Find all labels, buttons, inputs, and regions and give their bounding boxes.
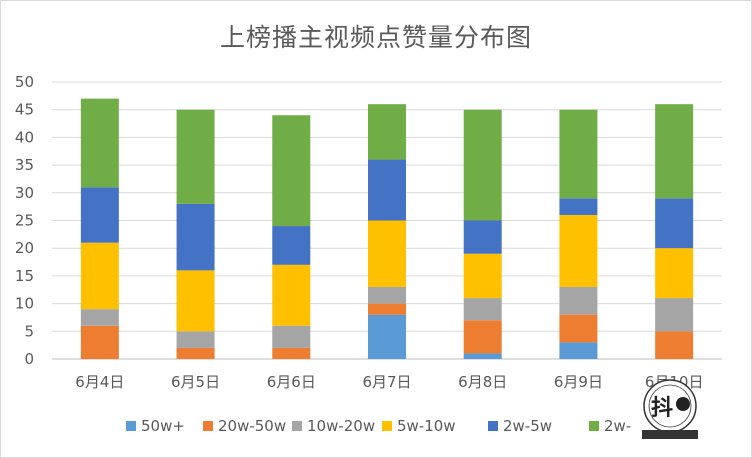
legend-swatch [292,421,302,431]
legend-label: 50w+ [141,417,185,435]
bar-segment [655,331,694,359]
legend-label: 2w- [604,417,631,435]
bar-segment [368,104,406,160]
bar-segment [655,198,694,249]
watermark-logo: 抖 [642,379,698,439]
bar-segment [463,253,502,299]
bar-segment [80,309,119,326]
bar-segment [176,109,215,204]
legend: 50w+ 20w-50w 10w-20w 5w-10w 2w-5w 2w- [126,417,631,435]
y-axis-ticks: 0 5 10 15 20 25 30 35 40 45 50 [15,73,34,368]
bar-segment [463,353,502,359]
y-tick-label: 45 [15,101,34,119]
bar-segment [80,325,119,359]
bar-segment [368,220,406,287]
bar-segment [655,248,694,299]
bar-segment [655,104,694,199]
legend-label: 20w-50w [218,417,286,435]
bar-segment [368,314,406,359]
y-tick-label: 50 [15,73,34,91]
bar-segment [272,325,311,348]
x-tick-label: 6月5日 [171,373,220,391]
bar-segment [463,220,502,254]
legend-label: 10w-20w [307,417,375,435]
x-tick-label: 6月4日 [75,373,124,391]
legend-swatch [126,421,136,431]
bar-segment [176,270,215,332]
bar-segment [559,109,598,199]
x-tick-label: 6月9日 [554,373,603,391]
y-tick-label: 35 [15,156,34,174]
bar-segment [559,286,598,315]
bar-segment [559,342,598,359]
y-tick-label: 25 [15,212,34,230]
y-tick-label: 15 [15,267,34,285]
bar-segment [176,331,215,348]
bar-segment [368,159,406,221]
bar-segment [463,109,502,221]
y-tick-label: 40 [15,128,34,146]
bars [80,98,694,359]
bar-segment [272,115,311,227]
bar-segment [80,242,119,310]
x-tick-label: 6月6日 [267,373,316,391]
legend-swatch [488,421,498,431]
bar-segment [463,320,502,354]
y-tick-label: 0 [24,350,34,368]
y-tick-label: 5 [24,322,34,340]
bar-segment [272,264,311,326]
legend-label: 2w-5w [503,417,552,435]
bar-segment [272,226,311,265]
bar-segment [368,303,406,315]
bar-segment [559,198,598,215]
y-tick-label: 10 [15,295,34,313]
bar-segment [559,214,598,287]
x-tick-label: 6月8日 [458,373,507,391]
x-axis-ticks: 6月4日6月5日6月6日6月7日6月8日6月9日6月10日 [75,373,703,391]
bar-segment [176,203,215,271]
bar-segment [176,347,215,359]
legend-swatch [589,421,599,431]
bar-segment [368,286,406,304]
x-tick-label: 6月7日 [362,373,411,391]
bar-segment [80,187,119,243]
bar-segment [655,298,694,332]
bar-segment [80,98,119,188]
bar-segment [463,298,502,321]
legend-swatch [382,421,392,431]
watermark-glyph: 抖 [651,396,673,421]
bar-segment [272,347,311,359]
chart-title: 上榜播主视频点赞量分布图 [219,23,532,52]
y-tick-label: 30 [15,184,34,202]
y-tick-label: 20 [15,239,34,257]
legend-label: 5w-10w [397,417,456,435]
legend-swatch [203,421,213,431]
bar-segment [559,314,598,343]
